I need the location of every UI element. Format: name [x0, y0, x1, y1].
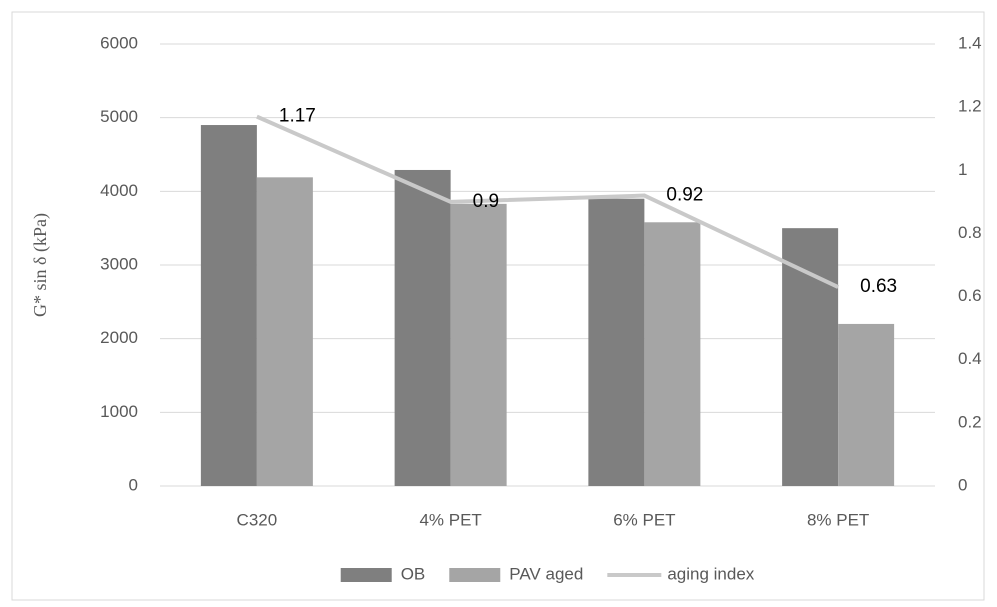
y-axis-title: G* sin δ (kPa): [30, 213, 51, 317]
data-label: 0.9: [473, 191, 499, 212]
legend-label: OB: [401, 564, 426, 583]
y-tick-label: 5000: [100, 107, 138, 126]
bar: [394, 169, 451, 486]
y-tick-label: 2000: [100, 328, 138, 347]
y-tick-label: 3000: [100, 254, 138, 273]
bar: [588, 198, 645, 486]
y2-tick-label: 0: [958, 475, 967, 494]
y2-tick-label: 1.4: [958, 33, 982, 52]
legend: OB PAV aged aging index: [340, 564, 755, 583]
y2-tick-label: 0.6: [958, 286, 982, 305]
bar: [782, 228, 839, 486]
y-tick-label: 1000: [100, 402, 138, 421]
data-label: 1.17: [279, 106, 316, 127]
y-tick-label: 0: [129, 475, 138, 494]
y2-tick-label: 0.8: [958, 223, 982, 242]
y2-tick-label: 1: [958, 160, 967, 179]
x-tick-label: 4% PET: [419, 510, 481, 529]
legend-label: aging index: [667, 564, 754, 583]
bar: [256, 177, 313, 486]
x-tick-label: 8% PET: [807, 510, 869, 529]
bar: [200, 125, 257, 487]
bar: [644, 222, 701, 487]
y2-tick-label: 0.4: [958, 349, 982, 368]
y2-tick-label: 0.2: [958, 412, 982, 431]
data-label: 0.63: [860, 276, 897, 297]
data-label: 0.92: [666, 185, 703, 206]
x-tick-label: C320: [237, 510, 278, 529]
x-tick-label: 6% PET: [613, 510, 675, 529]
legend-swatch: [449, 568, 501, 582]
y-tick-label: 6000: [100, 33, 138, 52]
bar: [838, 323, 895, 486]
y2-tick-label: 1.2: [958, 97, 982, 116]
line: [256, 114, 839, 289]
legend-swatch: [340, 568, 392, 582]
legend-label: PAV aged: [509, 564, 583, 583]
bar: [450, 203, 507, 486]
y-tick-label: 4000: [100, 181, 138, 200]
